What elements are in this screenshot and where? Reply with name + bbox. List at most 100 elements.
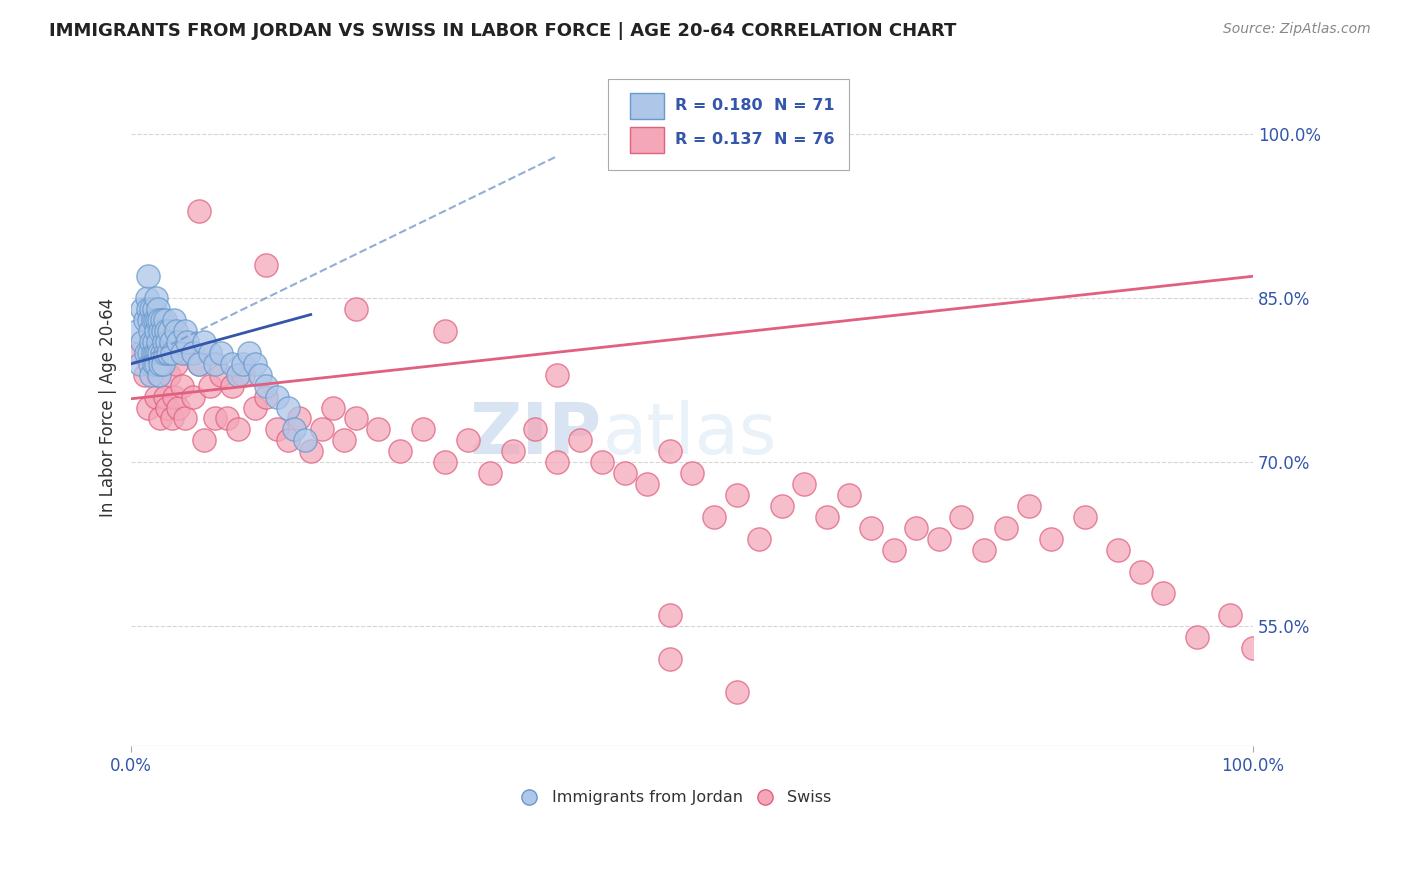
Point bbox=[150, 346, 173, 360]
Point bbox=[187, 203, 209, 218]
Point bbox=[193, 434, 215, 448]
Point bbox=[591, 455, 613, 469]
FancyBboxPatch shape bbox=[607, 78, 849, 170]
Point bbox=[187, 357, 209, 371]
Point bbox=[1219, 608, 1241, 623]
Point bbox=[152, 324, 174, 338]
Point bbox=[283, 422, 305, 436]
Point bbox=[138, 313, 160, 327]
Point bbox=[176, 334, 198, 349]
Point bbox=[145, 390, 167, 404]
Point bbox=[748, 532, 770, 546]
Point bbox=[204, 411, 226, 425]
Point bbox=[254, 378, 277, 392]
Point bbox=[1107, 542, 1129, 557]
Point bbox=[176, 346, 198, 360]
Point bbox=[125, 324, 148, 338]
Point bbox=[156, 401, 179, 415]
Point bbox=[193, 334, 215, 349]
Point bbox=[815, 509, 838, 524]
Point bbox=[136, 401, 159, 415]
Point bbox=[139, 357, 162, 371]
Point bbox=[658, 608, 681, 623]
Point bbox=[160, 411, 183, 425]
Point bbox=[174, 411, 197, 425]
Point bbox=[243, 357, 266, 371]
Point bbox=[568, 434, 591, 448]
Point bbox=[157, 368, 180, 382]
Text: R = 0.180: R = 0.180 bbox=[675, 98, 763, 113]
Point bbox=[148, 368, 170, 382]
Point bbox=[725, 488, 748, 502]
Text: atlas: atlas bbox=[602, 401, 776, 469]
Point bbox=[658, 652, 681, 666]
Point bbox=[163, 313, 186, 327]
Point bbox=[135, 346, 157, 360]
Point bbox=[181, 346, 204, 360]
Point bbox=[1129, 565, 1152, 579]
Point bbox=[157, 346, 180, 360]
Point bbox=[134, 368, 156, 382]
Point bbox=[995, 521, 1018, 535]
Point bbox=[254, 258, 277, 272]
Point bbox=[131, 334, 153, 349]
Point bbox=[457, 434, 479, 448]
Point bbox=[134, 313, 156, 327]
Bar bbox=[630, 93, 664, 119]
Point bbox=[165, 357, 187, 371]
Point bbox=[1073, 509, 1095, 524]
Bar bbox=[630, 127, 664, 153]
Point bbox=[502, 444, 524, 458]
Point bbox=[149, 357, 172, 371]
Point bbox=[204, 357, 226, 371]
Point bbox=[322, 401, 344, 415]
Point bbox=[221, 378, 243, 392]
Point bbox=[141, 334, 163, 349]
Point bbox=[143, 346, 166, 360]
Point bbox=[928, 532, 950, 546]
Point bbox=[142, 302, 165, 317]
Text: N = 76: N = 76 bbox=[773, 132, 834, 147]
Point bbox=[277, 434, 299, 448]
Text: Swiss: Swiss bbox=[787, 789, 831, 805]
Point bbox=[153, 313, 176, 327]
Point bbox=[770, 499, 793, 513]
Point bbox=[232, 368, 254, 382]
Point bbox=[613, 466, 636, 480]
Point bbox=[412, 422, 434, 436]
Point bbox=[973, 542, 995, 557]
Point bbox=[165, 324, 187, 338]
Point bbox=[725, 685, 748, 699]
Point bbox=[157, 324, 180, 338]
Point bbox=[145, 291, 167, 305]
Point bbox=[167, 401, 190, 415]
Text: Source: ZipAtlas.com: Source: ZipAtlas.com bbox=[1223, 22, 1371, 37]
Point bbox=[136, 302, 159, 317]
Point bbox=[209, 368, 232, 382]
Point bbox=[136, 291, 159, 305]
Point bbox=[142, 334, 165, 349]
Point bbox=[146, 313, 169, 327]
Point bbox=[145, 357, 167, 371]
Point bbox=[129, 346, 152, 360]
Point bbox=[243, 401, 266, 415]
Point bbox=[266, 390, 288, 404]
Point bbox=[150, 313, 173, 327]
Point bbox=[149, 324, 172, 338]
Point bbox=[163, 390, 186, 404]
Point bbox=[344, 302, 367, 317]
Point bbox=[311, 422, 333, 436]
Point bbox=[524, 422, 547, 436]
Point bbox=[198, 346, 221, 360]
Point bbox=[159, 334, 181, 349]
Point bbox=[152, 334, 174, 349]
Point bbox=[148, 313, 170, 327]
Point bbox=[198, 378, 221, 392]
Point bbox=[221, 357, 243, 371]
Text: IMMIGRANTS FROM JORDAN VS SWISS IN LABOR FORCE | AGE 20-64 CORRELATION CHART: IMMIGRANTS FROM JORDAN VS SWISS IN LABOR… bbox=[49, 22, 956, 40]
Point bbox=[883, 542, 905, 557]
Point bbox=[131, 302, 153, 317]
Point bbox=[294, 434, 316, 448]
Point bbox=[142, 324, 165, 338]
Point bbox=[209, 346, 232, 360]
